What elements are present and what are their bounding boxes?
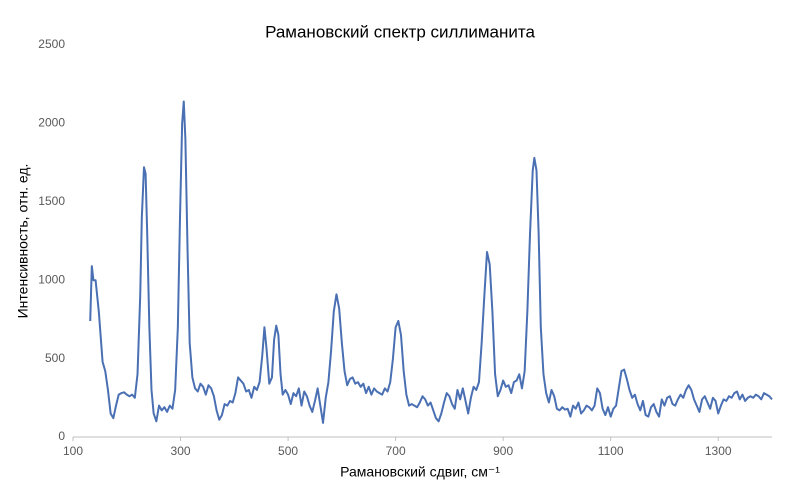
y-tick-label: 2000 [38, 116, 65, 130]
y-tick-label: 1000 [38, 272, 65, 286]
chart-title: Рамановский спектр силлиманита [265, 22, 535, 41]
x-tick-label: 100 [63, 444, 83, 458]
x-tick-label: 500 [278, 444, 298, 458]
x-tick-label: 1100 [598, 444, 624, 458]
x-tick-label: 700 [386, 444, 406, 458]
y-tick-label: 2500 [38, 37, 65, 51]
x-axis-title: Рамановский сдвиг, см⁻¹ [340, 464, 500, 480]
y-tick-label: 500 [45, 351, 65, 365]
y-tick-label: 0 [58, 429, 65, 443]
x-tick-label: 300 [171, 444, 191, 458]
x-tick-label: 900 [493, 444, 513, 458]
x-tick-label: 1300 [705, 444, 732, 458]
y-axis-title: Интенсивность, отн. ед. [15, 164, 31, 319]
y-tick-label: 1500 [38, 194, 65, 208]
spectrum-line [89, 100, 773, 424]
